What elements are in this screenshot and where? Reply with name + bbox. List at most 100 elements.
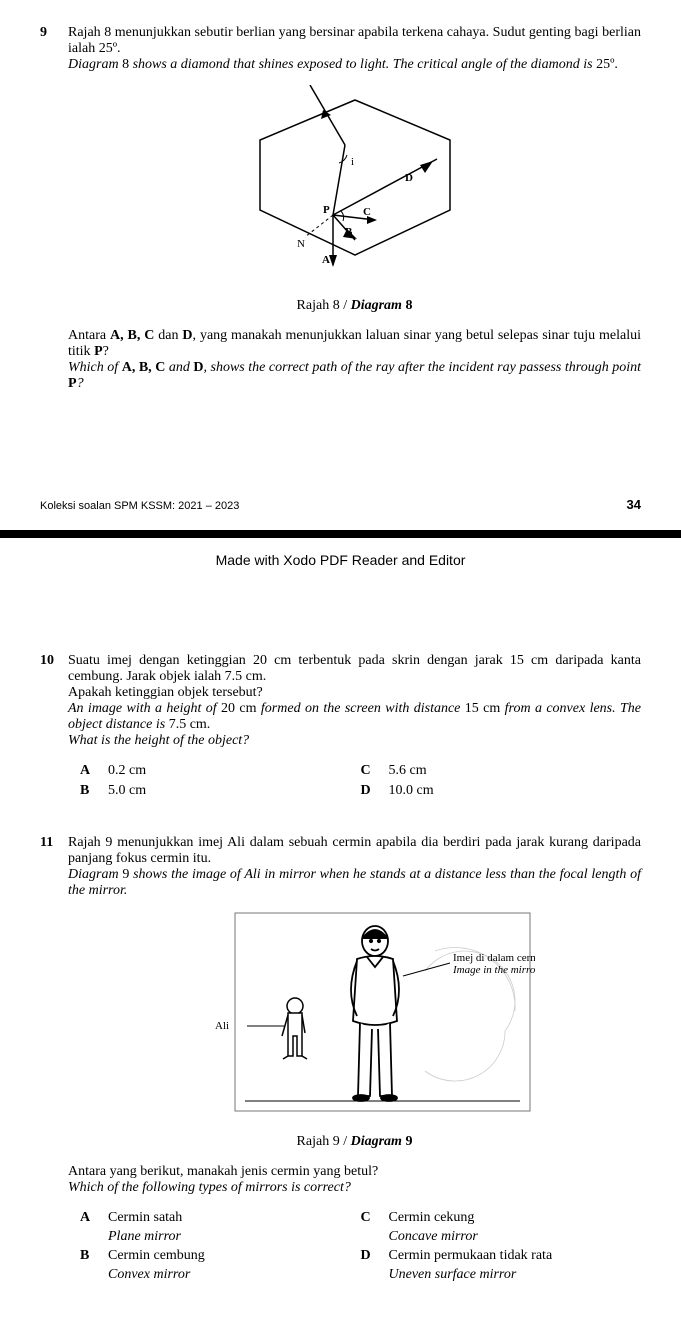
cap9-ms: Rajah 9 / <box>297 1134 351 1149</box>
q10-en-1: An image with a height of 20 cm formed o… <box>68 701 641 733</box>
question-body: Rajah 8 menunjukkan sebutir berlian yang… <box>68 25 641 392</box>
option-B: B Cermin cembung <box>80 1246 361 1266</box>
cap8-en: Diagram <box>351 298 402 313</box>
cap9-en: Diagram <box>351 1134 402 1149</box>
options-left: A 0.2 cm B 5.0 cm <box>80 761 361 800</box>
option-D-en: Uneven surface mirror <box>361 1266 642 1284</box>
cap8-num: 8 <box>402 298 413 313</box>
option-letter: B <box>80 781 108 801</box>
q10-ms-1: Suatu imej dengan ketinggian 20 cm terbe… <box>68 653 641 685</box>
option-text: 5.6 cm <box>389 761 642 781</box>
ali-figure <box>282 998 307 1059</box>
option-text: Cermin permukaan tidak rata <box>389 1246 642 1266</box>
q9-after-en: Which of A, B, C and D, shows the correc… <box>68 360 641 392</box>
q11n1: 9 <box>119 867 134 882</box>
option-letter: A <box>80 1208 108 1228</box>
label-N: N <box>297 238 305 250</box>
question-body: Rajah 9 menunjukkan imej Ali dalam sebua… <box>68 835 641 1284</box>
option-text: Cermin cekung <box>389 1208 642 1228</box>
q11-after-ms: Antara yang berikut, manakah jenis cermi… <box>68 1164 641 1180</box>
options-left: A Cermin satah Plane mirror B Cermin cem… <box>80 1208 361 1284</box>
option-text: 10.0 cm <box>389 781 642 801</box>
option-letter: A <box>80 761 108 781</box>
label-A: A <box>322 254 330 266</box>
question-11: 11 Rajah 9 menunjukkan imej Ali dalam se… <box>40 835 641 1284</box>
option-text: 5.0 cm <box>108 781 361 801</box>
q11-options: A Cermin satah Plane mirror B Cermin cem… <box>68 1208 641 1284</box>
option-text: Cermin cembung <box>108 1246 361 1266</box>
q10-options: A 0.2 cm B 5.0 cm C 5.6 cm D 10. <box>68 761 641 800</box>
option-D: D 10.0 cm <box>361 781 642 801</box>
option-C-en: Concave mirror <box>361 1228 642 1246</box>
page-divider-bar <box>0 530 681 538</box>
diamond-outline <box>260 100 450 255</box>
options-right: C Cermin cekung Concave mirror D Cermin … <box>361 1208 642 1284</box>
q11-en: Diagram 9 shows the image of Ali in mirr… <box>68 867 641 899</box>
label-i: i <box>351 156 354 168</box>
option-A-en: Plane mirror <box>80 1228 361 1246</box>
option-letter: C <box>361 1208 389 1228</box>
cap8-ms: Rajah 8 / <box>297 298 351 313</box>
q10-en-q: What is the height of the object? <box>68 733 641 749</box>
q9eb3: P <box>68 376 77 391</box>
q9a1: Antara <box>68 328 110 343</box>
q9ab3: P <box>94 344 103 359</box>
question-10: 10 Suatu imej dengan ketinggian 20 cm te… <box>40 653 641 800</box>
q9-en-prefix: Diagram <box>68 57 119 72</box>
question-number: 10 <box>40 653 68 800</box>
diagram-8-wrap: i P N D C B <box>68 85 641 290</box>
ray-to-p <box>333 145 345 215</box>
ali-label: Ali <box>215 1020 229 1032</box>
footer-page-number: 34 <box>627 497 641 512</box>
q9-en-n1: 8 <box>119 57 133 72</box>
ray-D <box>333 159 437 215</box>
option-letter: C <box>361 761 389 781</box>
q10n3: 7.5 cm. <box>165 717 210 732</box>
q9-after-ms: Antara A, B, C dan D, yang manakah menun… <box>68 328 641 360</box>
q9-en-n2: 25º. <box>593 57 618 72</box>
q9eb: A, B, C <box>122 360 166 375</box>
diagram-8-svg: i P N D C B <box>205 85 505 285</box>
label-P: P <box>323 204 330 216</box>
normal-line <box>305 215 333 237</box>
q10-ms-2: Apakah ketinggian objek tersebut? <box>68 685 641 701</box>
q9eb2: D <box>193 360 203 375</box>
q10e2: formed on the screen with distance <box>261 701 460 716</box>
q9ab2: D <box>182 328 192 343</box>
q9e3: , shows the correct path of the ray afte… <box>203 360 641 375</box>
diagram-9-caption: Rajah 9 / Diagram 9 <box>68 1134 641 1150</box>
option-letter: D <box>361 1246 389 1266</box>
options-right: C 5.6 cm D 10.0 cm <box>361 761 642 800</box>
q10n2: 15 cm <box>460 701 504 716</box>
img-label-ms: Imej di dalam cermin <box>453 952 535 964</box>
q9e1: Which of <box>68 360 122 375</box>
question-number: 11 <box>40 835 68 1284</box>
page-2: 10 Suatu imej dengan ketinggian 20 cm te… <box>0 628 681 1319</box>
q10n1: 20 cm <box>217 701 261 716</box>
page-footer: Koleksi soalan SPM KSSM: 2021 – 2023 34 <box>0 497 681 512</box>
footer-left: Koleksi soalan SPM KSSM: 2021 – 2023 <box>40 500 239 512</box>
option-C: C Cermin cekung <box>361 1208 642 1228</box>
option-text: 0.2 cm <box>108 761 361 781</box>
option-letter: B <box>80 1246 108 1266</box>
question-number: 9 <box>40 25 68 392</box>
label-B: B <box>345 226 353 238</box>
q11e2: shows the image of Ali in mirror when he… <box>68 867 641 898</box>
option-letter: D <box>361 781 389 801</box>
option-A: A 0.2 cm <box>80 761 361 781</box>
img-label-line <box>403 963 450 976</box>
option-B: B 5.0 cm <box>80 781 361 801</box>
diagram-9-svg: Ali <box>175 911 535 1121</box>
q9a4: ? <box>103 344 109 359</box>
option-D: D Cermin permukaan tidak rata <box>361 1246 642 1266</box>
xodo-watermark: Made with Xodo PDF Reader and Editor <box>0 538 681 628</box>
img-label-en: Image in the mirror <box>452 964 535 976</box>
question-9: 9 Rajah 8 menunjukkan sebutir berlian ya… <box>40 25 641 392</box>
q9ab: A, B, C <box>110 328 154 343</box>
q9e2: and <box>165 360 193 375</box>
q11e1: Diagram <box>68 867 119 882</box>
diagram-9-wrap: Ali <box>68 911 641 1126</box>
image-figure <box>351 926 399 1101</box>
page-1: 9 Rajah 8 menunjukkan sebutir berlian ya… <box>0 0 681 427</box>
option-B-en: Convex mirror <box>80 1266 361 1284</box>
